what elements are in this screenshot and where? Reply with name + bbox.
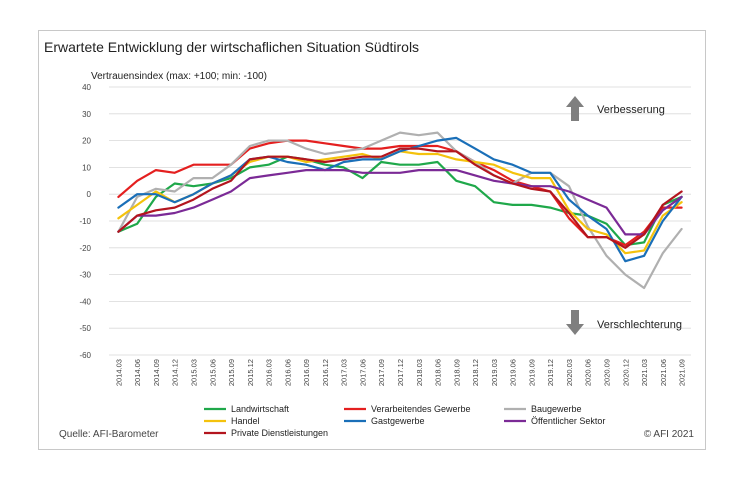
series-line-2	[117, 131, 683, 290]
legend-label: Verarbeitendes Gewerbe	[371, 404, 471, 414]
y-tick-label: 20	[82, 137, 91, 146]
y-tick-label: -10	[79, 217, 91, 226]
y-tick-labels: 40 30 20 10 0 -10 -20 -30 -40 -50 -60	[79, 83, 91, 360]
x-tick-label: 2021.09	[678, 359, 687, 386]
x-tick-label: 2018.06	[434, 359, 443, 386]
y-tick-label: 30	[82, 110, 91, 119]
x-tick-label: 2016.12	[321, 359, 330, 386]
annotation-down: Verschlechterung	[597, 319, 682, 331]
x-tick-label: 2019.03	[490, 359, 499, 386]
x-tick-label: 2021.06	[659, 359, 668, 386]
x-tick-labels: 2014.03 2014.06 2014.09 2014.12 2015.03 2015.…	[114, 359, 686, 386]
x-tick-label: 2015.09	[227, 359, 236, 386]
series-lines	[117, 131, 683, 290]
y-tick-label: -50	[79, 324, 91, 333]
x-tick-label: 2018.03	[415, 359, 424, 386]
x-tick-label: 2017.12	[396, 359, 405, 386]
legend-label: Gastgewerbe	[371, 416, 425, 426]
x-tick-label: 2019.06	[509, 359, 518, 386]
x-tick-label: 2015.03	[189, 359, 198, 386]
y-tick-label: 40	[82, 83, 91, 92]
series-line-1	[117, 139, 683, 247]
x-tick-label: 2014.12	[171, 359, 180, 386]
legend: Landwirtschaft Verarbeitendes Gewerbe Baug…	[204, 404, 605, 438]
x-tick-label: 2017.03	[340, 359, 349, 386]
x-tick-label: 2019.12	[546, 359, 555, 386]
y-tick-label: -30	[79, 271, 91, 280]
x-tick-label: 2019.09	[527, 359, 536, 386]
y-tick-label: -20	[79, 244, 91, 253]
x-tick-label: 2020.06	[584, 359, 593, 386]
x-tick-label: 2014.06	[133, 359, 142, 386]
x-tick-label: 2014.03	[114, 359, 123, 386]
annotation-up: Verbesserung	[597, 104, 665, 116]
x-tick-label: 2017.09	[377, 359, 386, 386]
legend-label: Private Dienstleistungen	[231, 428, 328, 438]
series-line-6	[117, 147, 683, 249]
x-tick-label: 2014.09	[152, 359, 161, 386]
y-tick-label: 10	[82, 163, 91, 172]
x-tick-label: 2020.03	[565, 359, 574, 386]
x-tick-label: 2018.09	[452, 359, 461, 386]
down-arrow-icon	[566, 310, 584, 335]
legend-label: Baugewerbe	[531, 404, 582, 414]
x-tick-label: 2015.06	[208, 359, 217, 386]
x-tick-label: 2016.03	[265, 359, 274, 386]
x-tick-label: 2015.12	[246, 359, 255, 386]
chart-title: Erwartete Entwicklung der wirtschafliche…	[44, 39, 419, 55]
gridlines	[109, 86, 691, 356]
copyright-note: © AFI 2021	[644, 429, 695, 440]
legend-label: Handel	[231, 416, 260, 426]
chart-frame: Erwartete Entwicklung der wirtschafliche…	[38, 30, 706, 450]
series-line-4	[117, 136, 683, 263]
line-chart: Erwartete Entwicklung der wirtschafliche…	[44, 39, 695, 440]
x-tick-label: 2020.12	[621, 359, 630, 386]
x-tick-label: 2018.12	[471, 359, 480, 386]
x-tick-label: 2021.03	[640, 359, 649, 386]
x-tick-label: 2017.06	[358, 359, 367, 386]
legend-label: Öffentlicher Sektor	[531, 416, 605, 426]
y-tick-label: -40	[79, 297, 91, 306]
up-arrow-icon	[566, 96, 584, 121]
x-tick-label: 2016.06	[283, 359, 292, 386]
source-note: Quelle: AFI-Barometer	[59, 429, 159, 440]
y-tick-label: 0	[87, 190, 92, 199]
x-tick-label: 2016.09	[302, 359, 311, 386]
y-tick-label: -60	[79, 351, 91, 360]
legend-label: Landwirtschaft	[231, 404, 290, 414]
series-line-5	[117, 169, 683, 236]
y-axis-label: Vertrauensindex (max: +100; min: -100)	[91, 71, 267, 82]
x-tick-label: 2020.09	[603, 359, 612, 386]
